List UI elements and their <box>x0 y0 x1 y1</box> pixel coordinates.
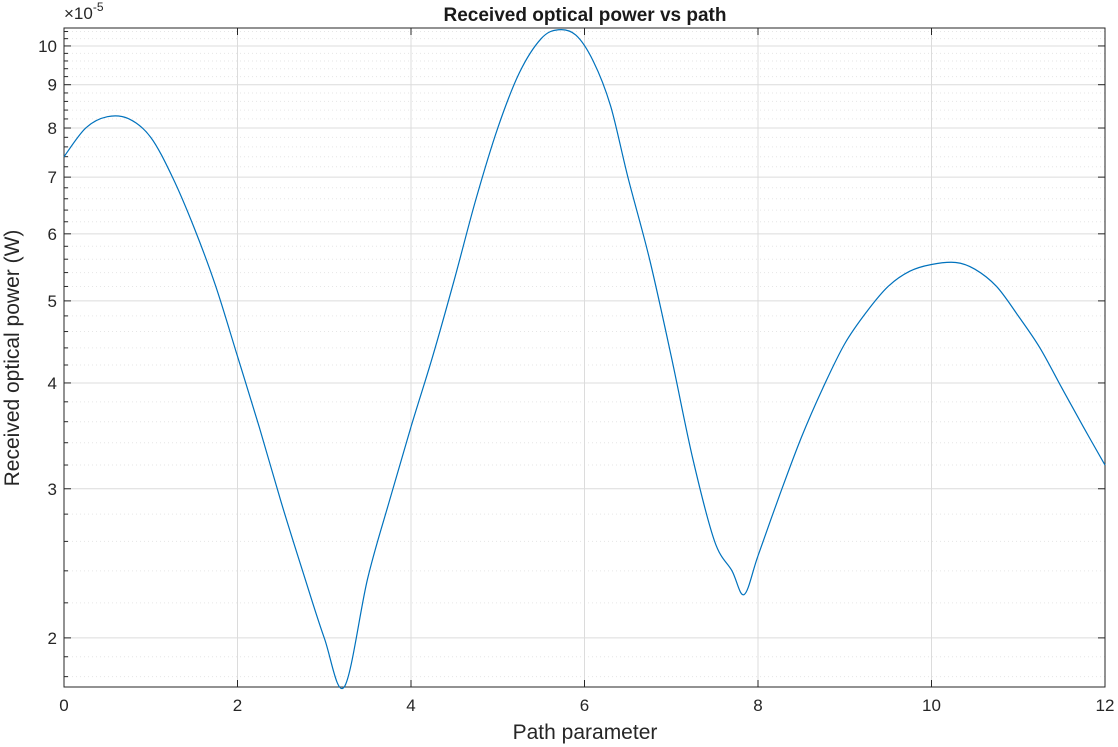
data-point <box>610 105 611 106</box>
axes <box>63 27 1106 688</box>
data-point <box>194 227 195 228</box>
data-point <box>1104 464 1105 465</box>
data-point <box>931 264 932 265</box>
data-point <box>996 286 997 287</box>
data-point <box>410 426 411 427</box>
data-point <box>519 72 520 73</box>
data-point <box>367 578 368 579</box>
y-tick-label: 9 <box>48 76 57 95</box>
data-point <box>280 501 281 502</box>
y-tick-label: 8 <box>48 119 57 138</box>
x-tick-label: 0 <box>59 696 68 715</box>
series-line <box>63 29 1106 690</box>
y-tick-label: 3 <box>48 480 57 499</box>
y-tick-label: 5 <box>48 292 57 311</box>
data-point <box>259 426 260 427</box>
data-point <box>593 60 594 61</box>
data-point <box>649 259 650 260</box>
x-tick-label: 8 <box>753 696 762 715</box>
data-point <box>432 356 433 357</box>
data-point <box>844 343 845 344</box>
data-point <box>475 198 476 199</box>
data-point <box>1061 387 1062 388</box>
data-point <box>497 127 498 128</box>
data-point <box>389 501 390 502</box>
data-point <box>1083 426 1084 427</box>
data-point <box>714 541 715 542</box>
chart-title: Received optical power vs path <box>444 5 727 26</box>
y-tick-label: 7 <box>48 168 57 187</box>
data-point <box>172 177 173 178</box>
data-point <box>541 38 542 39</box>
y-tick-label: 2 <box>48 629 57 648</box>
data-point <box>909 271 910 272</box>
data-point <box>974 269 975 270</box>
tick-labels: 0 2 4 6 8 10 12 2 3 4 5 6 7 8 9 10 <box>38 37 1114 715</box>
x-tick-label: 6 <box>580 696 589 715</box>
major-grid <box>63 28 1106 687</box>
data-point <box>801 437 802 438</box>
data-point <box>454 279 455 280</box>
data-point <box>731 570 732 571</box>
y-tick-label: 4 <box>48 374 57 393</box>
data-point <box>150 137 151 138</box>
data-point <box>888 286 889 287</box>
data-point <box>671 356 672 357</box>
data-point <box>744 594 745 595</box>
data-point <box>237 356 238 357</box>
data-point <box>627 177 628 178</box>
y-axis-label: Received optical power (W) <box>1 230 24 487</box>
x-tick-label: 12 <box>1096 696 1115 715</box>
data-point <box>63 156 64 157</box>
y-tick-label: 6 <box>48 225 57 244</box>
data-point <box>558 29 559 30</box>
y-exponent-label: ×10-5 <box>64 0 104 23</box>
data-point <box>215 286 216 287</box>
data-point <box>575 34 576 35</box>
data-point <box>85 127 86 128</box>
x-axis-label: Path parameter <box>513 721 658 744</box>
data-point <box>107 116 108 117</box>
exponent-base: ×10 <box>64 4 93 23</box>
data-point <box>344 686 345 687</box>
data-point <box>1018 315 1019 316</box>
data-point <box>302 570 303 571</box>
x-tick-label: 4 <box>406 696 415 715</box>
data-point <box>757 555 758 556</box>
data-point <box>692 459 693 460</box>
data-point <box>779 494 780 495</box>
data-point <box>866 311 867 312</box>
exponent-power: -5 <box>93 0 104 14</box>
data-point <box>822 387 823 388</box>
data-point <box>955 262 956 263</box>
data-point <box>1039 347 1040 348</box>
data-layer <box>63 29 1106 690</box>
data-point <box>128 118 129 119</box>
x-tick-label: 2 <box>233 696 242 715</box>
y-tick-label: 10 <box>38 37 57 56</box>
data-point <box>324 637 325 638</box>
x-tick-label: 10 <box>922 696 941 715</box>
